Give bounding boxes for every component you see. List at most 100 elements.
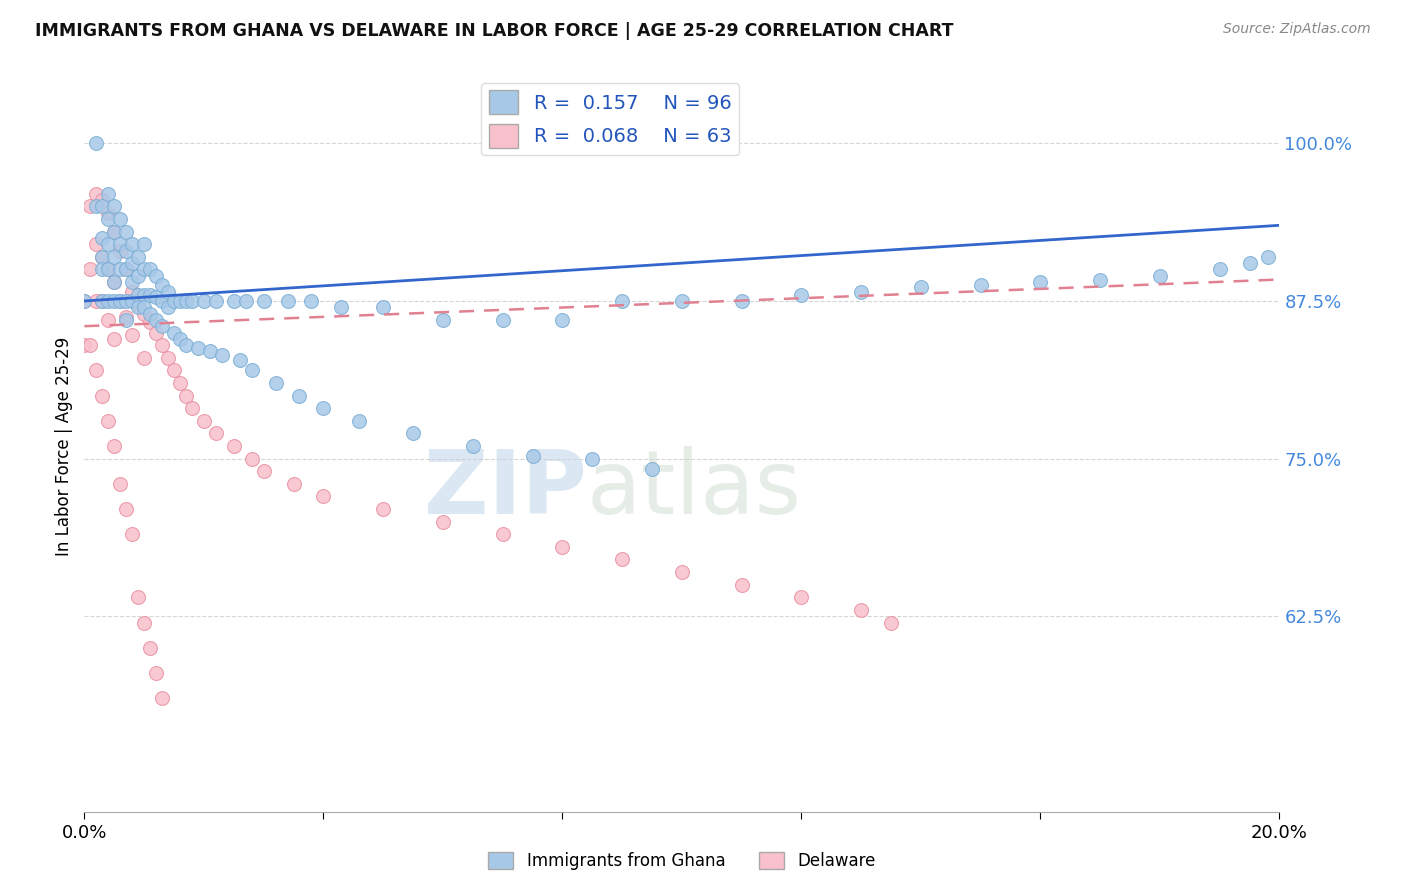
Point <box>132 351 156 365</box>
Point <box>91 262 114 277</box>
Point <box>91 193 114 207</box>
Point <box>157 300 180 314</box>
Point <box>145 313 167 327</box>
Point <box>851 603 873 617</box>
Point <box>132 287 156 301</box>
Point <box>790 287 813 301</box>
Point <box>301 293 323 308</box>
Point <box>373 300 395 314</box>
Point <box>731 293 754 308</box>
Point <box>139 640 162 655</box>
Point <box>127 268 149 283</box>
Point <box>132 300 156 314</box>
Point <box>228 353 252 368</box>
Point <box>910 280 932 294</box>
Point <box>86 293 108 308</box>
Point <box>91 293 114 308</box>
Point <box>671 293 693 308</box>
Point <box>277 293 299 308</box>
Point <box>330 300 353 314</box>
Point <box>851 285 873 300</box>
Point <box>253 293 276 308</box>
Point <box>110 262 132 277</box>
Point <box>205 426 228 441</box>
Point <box>612 293 634 308</box>
Point <box>240 363 263 377</box>
Point <box>103 199 125 213</box>
Point <box>86 136 108 151</box>
Point <box>312 490 335 504</box>
Point <box>150 319 173 334</box>
Point <box>139 307 162 321</box>
Point <box>121 527 143 541</box>
Point <box>222 293 245 308</box>
Point <box>174 293 197 308</box>
Point <box>86 199 108 213</box>
Point <box>181 293 204 308</box>
Point <box>115 262 138 277</box>
Y-axis label: In Labor Force | Age 25-29: In Labor Force | Age 25-29 <box>55 336 73 556</box>
Point <box>127 287 149 301</box>
Point <box>103 225 125 239</box>
Point <box>205 293 228 308</box>
Point <box>211 348 233 362</box>
Text: ZIP: ZIP <box>423 446 586 533</box>
Point <box>110 212 132 227</box>
Point <box>86 237 108 252</box>
Point <box>97 313 120 327</box>
Point <box>115 244 138 258</box>
Point <box>551 313 574 327</box>
Point <box>103 275 125 289</box>
Point <box>731 578 754 592</box>
Point <box>91 199 114 213</box>
Point <box>253 464 276 478</box>
Point <box>492 313 515 327</box>
Point <box>432 515 454 529</box>
Point <box>1149 268 1171 283</box>
Point <box>1239 256 1261 270</box>
Point <box>121 275 143 289</box>
Point <box>73 293 96 308</box>
Point <box>103 250 125 264</box>
Point <box>73 338 96 352</box>
Point <box>612 552 634 566</box>
Point <box>115 225 138 239</box>
Text: Source: ZipAtlas.com: Source: ZipAtlas.com <box>1223 22 1371 37</box>
Text: IMMIGRANTS FROM GHANA VS DELAWARE IN LABOR FORCE | AGE 25-29 CORRELATION CHART: IMMIGRANTS FROM GHANA VS DELAWARE IN LAB… <box>35 22 953 40</box>
Point <box>86 186 108 201</box>
Point <box>79 338 101 352</box>
Point <box>157 285 180 300</box>
Point <box>132 237 156 252</box>
Point <box>174 388 197 402</box>
Point <box>115 310 138 325</box>
Point <box>110 476 132 491</box>
Point <box>461 439 484 453</box>
Text: atlas: atlas <box>586 446 801 533</box>
Point <box>163 326 186 340</box>
Point <box>86 363 108 377</box>
Point <box>121 293 143 308</box>
Point <box>103 439 125 453</box>
Point <box>97 186 120 201</box>
Point <box>121 285 143 300</box>
Point <box>73 293 96 308</box>
Point <box>79 199 101 213</box>
Point <box>790 591 813 605</box>
Point <box>169 376 191 390</box>
Point <box>139 315 162 329</box>
Point <box>150 277 173 292</box>
Point <box>132 307 156 321</box>
Point <box>193 293 215 308</box>
Point <box>110 244 132 258</box>
Point <box>97 262 120 277</box>
Point <box>115 313 138 327</box>
Point <box>132 262 156 277</box>
Point <box>432 313 454 327</box>
Point <box>157 351 180 365</box>
Point <box>163 293 186 308</box>
Point <box>193 414 215 428</box>
Point <box>91 250 114 264</box>
Point <box>349 414 371 428</box>
Point <box>127 300 149 314</box>
Point <box>103 293 125 308</box>
